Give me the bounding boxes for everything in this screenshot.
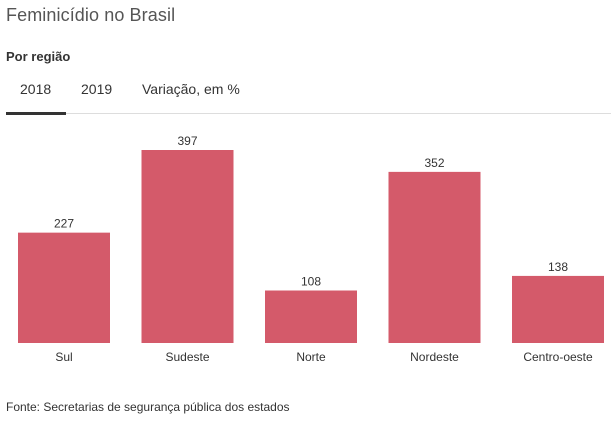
bar-centro-oeste[interactable]	[512, 275, 604, 343]
tab-variacao[interactable]: Variação, em %	[142, 81, 240, 97]
bar-sudeste[interactable]	[141, 150, 234, 343]
value-label-sul: 227	[54, 217, 74, 231]
chart-title: Feminicídio no Brasil	[6, 5, 176, 25]
bar-nordeste[interactable]	[388, 171, 481, 343]
tabs-divider	[6, 113, 611, 114]
category-label-centro-oeste: Centro-oeste	[523, 350, 593, 364]
chart-subtitle: Por região	[6, 49, 71, 64]
source-note: Fonte: Secretarias de segurança pública …	[6, 400, 290, 414]
category-label-norte: Norte	[296, 350, 326, 364]
value-label-centro-oeste: 138	[548, 260, 568, 274]
active-tab-indicator	[6, 112, 66, 115]
value-label-sudeste: 397	[177, 134, 197, 148]
value-label-nordeste: 352	[424, 156, 444, 170]
tab-2019[interactable]: 2019	[81, 81, 113, 97]
value-label-norte: 108	[301, 274, 321, 288]
bar-norte[interactable]	[265, 290, 357, 343]
category-label-nordeste: Nordeste	[410, 350, 459, 364]
category-label-sudeste: Sudeste	[165, 350, 209, 364]
bar-sul[interactable]	[18, 232, 110, 343]
year-tabs: 2018 2019 Variação, em %	[6, 76, 611, 115]
bar-chart: 227 Sul 397 Sudeste 108 Norte 352 Nordeste 138 Ce…	[18, 134, 604, 364]
category-label-sul: Sul	[55, 350, 72, 364]
tab-2018[interactable]: 2018	[20, 81, 52, 97]
